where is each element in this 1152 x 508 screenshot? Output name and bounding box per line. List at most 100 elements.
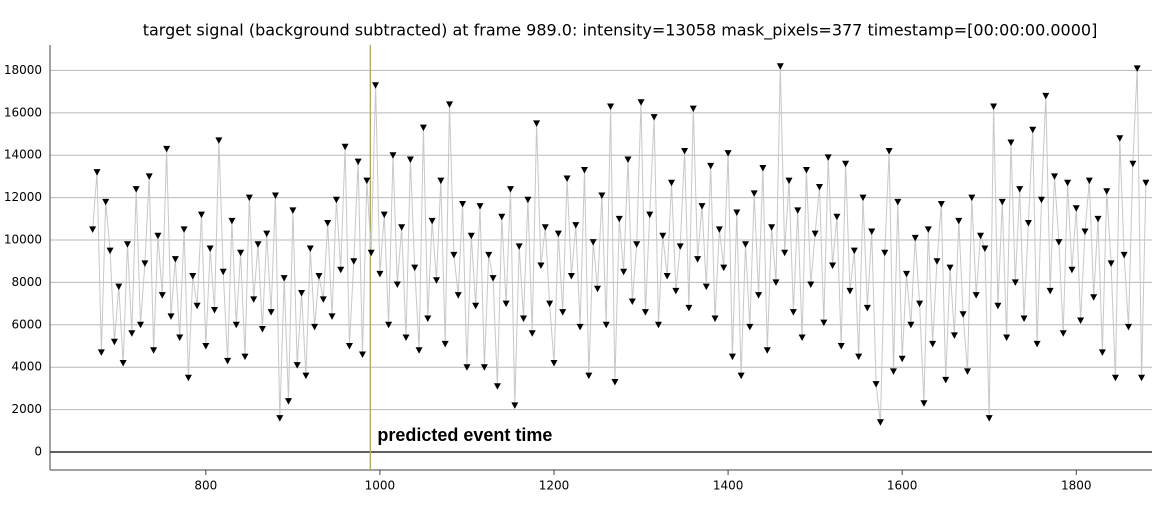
marker xyxy=(863,304,871,312)
marker xyxy=(1098,349,1106,356)
marker xyxy=(702,283,710,291)
marker xyxy=(367,249,375,257)
marker xyxy=(598,192,606,199)
marker xyxy=(1133,65,1141,72)
marker xyxy=(171,256,179,263)
marker xyxy=(250,296,258,303)
marker xyxy=(572,222,580,229)
marker xyxy=(929,340,937,348)
marker xyxy=(446,101,454,108)
marker xyxy=(110,338,118,346)
marker xyxy=(689,105,697,113)
marker xyxy=(728,353,736,361)
marker xyxy=(1111,374,1119,382)
marker xyxy=(437,177,445,185)
marker xyxy=(276,415,284,422)
y-tick-label: 0 xyxy=(34,444,42,458)
marker xyxy=(811,230,819,238)
marker xyxy=(315,273,323,280)
marker xyxy=(715,226,723,233)
marker xyxy=(868,228,876,236)
marker xyxy=(485,251,493,259)
marker xyxy=(920,400,928,407)
marker xyxy=(659,232,667,240)
marker xyxy=(903,270,911,278)
marker xyxy=(985,415,993,422)
marker xyxy=(502,300,510,308)
marker xyxy=(546,300,554,308)
marker xyxy=(150,347,158,354)
marker xyxy=(176,334,184,342)
marker xyxy=(1046,287,1054,295)
marker xyxy=(994,302,1002,310)
marker xyxy=(1138,374,1146,382)
marker xyxy=(1094,215,1102,223)
marker xyxy=(685,304,693,312)
marker xyxy=(358,351,366,358)
marker xyxy=(224,357,232,365)
marker xyxy=(211,306,219,314)
marker xyxy=(302,372,310,380)
marker xyxy=(385,321,393,329)
marker xyxy=(576,323,584,331)
marker xyxy=(881,249,889,257)
marker xyxy=(254,241,262,248)
marker xyxy=(772,279,780,286)
marker xyxy=(193,302,201,310)
marker xyxy=(215,137,223,144)
marker xyxy=(1003,334,1011,342)
marker xyxy=(681,147,689,155)
marker xyxy=(280,275,288,282)
marker xyxy=(889,368,897,375)
marker xyxy=(480,364,488,371)
marker xyxy=(428,217,436,225)
marker xyxy=(998,198,1006,206)
marker xyxy=(1077,317,1085,325)
marker xyxy=(611,379,619,386)
marker xyxy=(106,247,114,255)
marker xyxy=(1020,315,1028,322)
marker xyxy=(707,162,715,170)
marker xyxy=(594,285,602,293)
marker xyxy=(184,374,192,382)
marker xyxy=(267,309,275,316)
marker xyxy=(955,217,963,225)
marker xyxy=(894,198,902,206)
marker xyxy=(1142,179,1150,187)
marker xyxy=(907,321,915,329)
marker xyxy=(607,103,615,110)
marker xyxy=(1129,160,1137,168)
marker xyxy=(533,120,541,127)
marker xyxy=(842,160,850,168)
marker xyxy=(972,292,980,299)
marker xyxy=(424,315,432,322)
marker xyxy=(759,164,767,172)
marker xyxy=(559,309,567,316)
y-tick-label: 16000 xyxy=(4,105,42,119)
marker xyxy=(872,381,880,388)
marker xyxy=(498,213,506,221)
marker xyxy=(637,99,645,106)
marker xyxy=(1072,205,1080,212)
marker xyxy=(916,300,924,308)
marker xyxy=(855,353,863,361)
marker xyxy=(807,281,815,289)
marker xyxy=(311,323,319,331)
marker xyxy=(620,268,628,276)
y-tick-label: 12000 xyxy=(4,190,42,204)
marker xyxy=(1103,188,1111,195)
marker xyxy=(798,334,806,342)
marker xyxy=(376,270,384,278)
marker xyxy=(1024,220,1032,227)
marker xyxy=(624,156,632,163)
y-tick-label: 10000 xyxy=(4,233,42,247)
marker xyxy=(389,152,397,159)
marker xyxy=(750,190,758,197)
marker xyxy=(167,313,175,320)
marker xyxy=(672,287,680,295)
marker xyxy=(541,224,549,231)
marker xyxy=(398,224,406,231)
marker xyxy=(180,226,188,233)
marker xyxy=(567,273,575,280)
